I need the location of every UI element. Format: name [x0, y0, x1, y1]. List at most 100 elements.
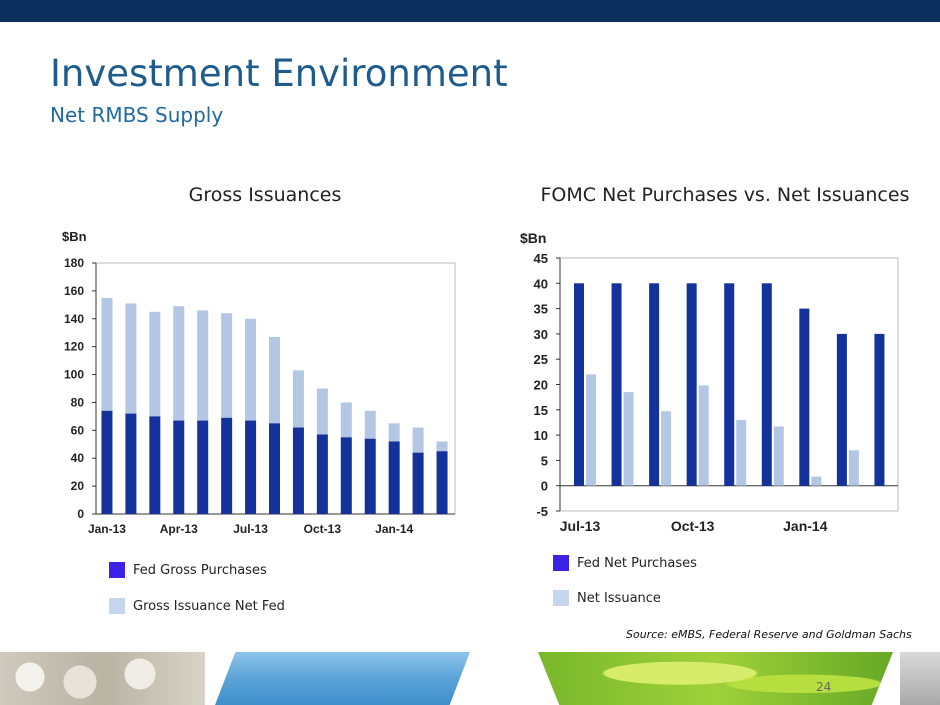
x-tick-label: Apr-13	[160, 522, 198, 536]
bar-fed-gross-purchases	[364, 438, 376, 514]
bar-fed-net-purchases	[574, 283, 584, 486]
y-tick-label: 60	[71, 423, 85, 437]
legend-label: Gross Issuance Net Fed	[133, 598, 285, 614]
x-tick-label: Oct-13	[671, 518, 715, 534]
bar-fed-gross-purchases	[388, 441, 400, 514]
x-tick-label: Jul-13	[560, 518, 601, 534]
bar-gross-issuance-net-fed	[197, 310, 209, 421]
rope-photo	[0, 652, 205, 705]
bar-gross-issuance-net-fed	[101, 297, 113, 411]
y-unit-label: $Bn	[520, 230, 546, 246]
legend-gross-issuance-net-fed: Gross Issuance Net Fed	[109, 598, 285, 614]
sky-photo	[215, 652, 470, 705]
page-subtitle: Net RMBS Supply	[50, 103, 224, 127]
bar-gross-issuance-net-fed	[221, 313, 233, 418]
y-tick-label: 0	[77, 507, 84, 521]
y-tick-label: 40	[71, 451, 85, 465]
bar-net-issuance	[773, 426, 784, 486]
bar-net-issuance	[848, 450, 859, 486]
grey-photo	[900, 652, 940, 705]
x-tick-label: Jan-13	[88, 522, 126, 536]
y-tick-label: 180	[64, 256, 84, 270]
legend-net-issuance: Net Issuance	[553, 590, 661, 606]
page-number: 24	[816, 680, 832, 694]
y-tick-label: 140	[64, 312, 84, 326]
bar-fed-net-purchases	[761, 283, 772, 486]
bar-gross-issuance-net-fed	[125, 303, 137, 414]
bar-gross-issuance-net-fed	[173, 306, 185, 421]
y-tick-label: 30	[534, 327, 548, 342]
x-tick-label: Jan-14	[375, 522, 413, 536]
bar-fed-net-purchases	[649, 283, 660, 486]
bar-gross-issuance-net-fed	[388, 423, 400, 442]
y-tick-label: 5	[541, 453, 548, 468]
y-tick-label: 40	[534, 276, 548, 291]
y-tick-label: 10	[534, 428, 548, 443]
bar-fed-net-purchases	[611, 283, 622, 486]
leaf-photo	[538, 652, 893, 705]
legend-swatch-dark	[553, 555, 569, 571]
bar-fed-gross-purchases	[173, 420, 185, 514]
bar-fed-gross-purchases	[149, 416, 161, 514]
bar-net-issuance	[623, 392, 634, 486]
bar-fed-net-purchases	[836, 333, 847, 486]
legend-swatch-light	[553, 590, 569, 606]
y-tick-label: 100	[64, 368, 84, 382]
bar-net-issuance	[698, 385, 709, 486]
bar-fed-net-purchases	[799, 308, 810, 486]
legend-fed-net-purchases: Fed Net Purchases	[553, 555, 697, 571]
legend-fed-gross-purchases: Fed Gross Purchases	[109, 562, 267, 578]
bar-fed-gross-purchases	[340, 437, 352, 514]
bar-fed-gross-purchases	[221, 417, 233, 514]
bar-net-issuance	[661, 411, 672, 486]
plot-area	[95, 262, 456, 515]
bar-gross-issuance-net-fed	[149, 311, 161, 417]
bar-fed-gross-purchases	[292, 427, 304, 514]
chart-title-fomc: FOMC Net Purchases vs. Net Issuances	[540, 184, 910, 206]
legend-label: Net Issuance	[577, 590, 661, 606]
legend-label: Fed Net Purchases	[577, 555, 697, 571]
bar-fed-net-purchases	[874, 333, 885, 486]
bar-gross-issuance-net-fed	[245, 318, 257, 421]
y-tick-label: 20	[534, 378, 548, 393]
bar-fed-gross-purchases	[269, 423, 280, 514]
bar-gross-issuance-net-fed	[269, 336, 280, 424]
bar-gross-issuance-net-fed	[340, 402, 352, 438]
bar-fed-gross-purchases	[412, 452, 424, 514]
source-note: Source: eMBS, Federal Reserve and Goldma…	[626, 628, 912, 641]
y-tick-label: 15	[534, 403, 548, 418]
y-tick-label: 120	[64, 340, 84, 354]
page-title: Investment Environment	[50, 52, 508, 95]
x-tick-label: Oct-13	[304, 522, 342, 536]
bar-net-issuance	[586, 374, 596, 486]
legend-swatch-dark	[109, 562, 125, 578]
x-tick-label: Jul-13	[233, 522, 268, 536]
x-tick-label: Jan-14	[783, 518, 828, 534]
y-tick-label: 80	[71, 395, 85, 409]
y-tick-label: 160	[64, 284, 84, 298]
header-bar	[0, 0, 940, 22]
bar-net-issuance	[736, 419, 747, 486]
bar-gross-issuance-net-fed	[316, 388, 328, 435]
y-tick-label: 25	[534, 352, 548, 367]
legend-label: Fed Gross Purchases	[133, 562, 267, 578]
legend-swatch-light	[109, 598, 125, 614]
bar-fed-net-purchases	[686, 283, 697, 486]
y-tick-label: 0	[541, 479, 548, 494]
bar-fed-gross-purchases	[101, 410, 113, 514]
y-tick-label: 35	[534, 302, 548, 317]
y-tick-label: 20	[71, 479, 85, 493]
bar-gross-issuance-net-fed	[412, 427, 424, 453]
bar-fed-gross-purchases	[245, 420, 257, 514]
bar-net-issuance	[811, 476, 822, 486]
y-unit-label: $Bn	[62, 229, 87, 244]
chart-title-gross-issuances: Gross Issuances	[188, 184, 342, 206]
bar-fed-gross-purchases	[316, 434, 328, 514]
bar-gross-issuance-net-fed	[436, 441, 448, 452]
bar-gross-issuance-net-fed	[364, 410, 376, 439]
bar-fed-net-purchases	[724, 283, 735, 486]
bar-fed-gross-purchases	[197, 420, 209, 514]
bar-fed-gross-purchases	[436, 451, 448, 514]
bar-fed-gross-purchases	[125, 413, 137, 514]
y-tick-label: 45	[534, 251, 548, 266]
